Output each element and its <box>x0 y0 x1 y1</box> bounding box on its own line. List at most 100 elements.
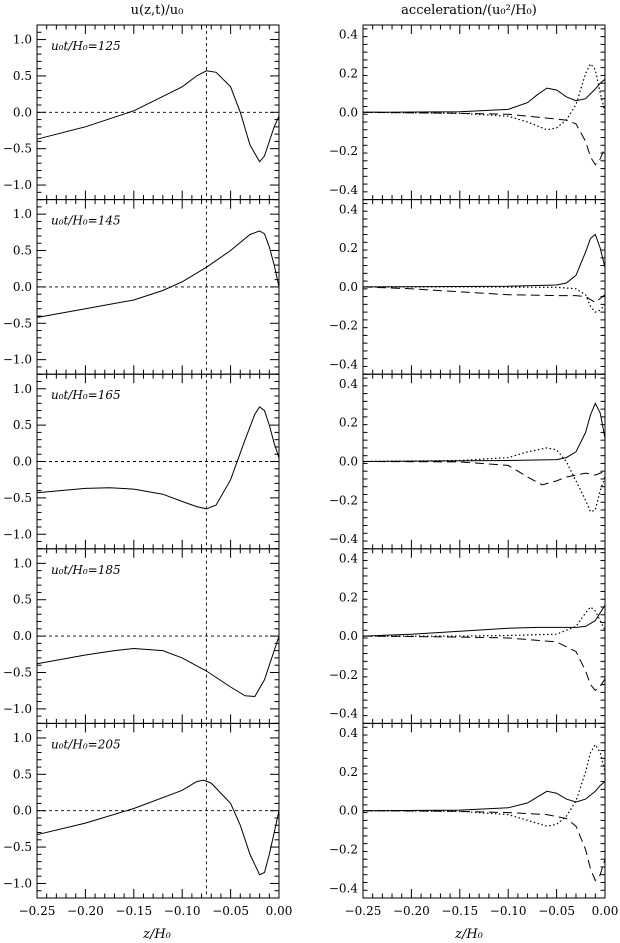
right-x-axis-title: z/H₀ <box>454 927 484 942</box>
y-tick-label: −0.4 <box>329 358 359 372</box>
x-tick-label: −0.10 <box>490 904 527 918</box>
y-tick-label: 0.2 <box>339 416 358 430</box>
y-tick-label: 0.0 <box>339 804 358 818</box>
solid-acceleration-series <box>362 781 606 812</box>
panel-velocity-5: 1.0 0.5 0.0 −0.5 −1.0 u₀t/H₀=205 −0.25 −0.20 −0.… <box>3 722 293 918</box>
panel-acceleration-5: 0.4 0.2 0.0 −0.2 −0.4 −0.25 −0.20 −0.15 −0.10 −0.… <box>329 722 619 918</box>
y-tick-label: −1.0 <box>3 527 32 541</box>
velocity-series <box>36 230 280 318</box>
panel-acceleration-2: 0.4 0.2 0.0 −0.2 −0.4 <box>329 199 606 375</box>
y-tick-label: 1.0 <box>13 207 32 221</box>
y-tick-label: 0.4 <box>339 202 358 216</box>
y-tick-label: 0.4 <box>339 552 358 566</box>
y-tick-label: 0.0 <box>13 804 32 818</box>
dashed-acceleration-series <box>362 461 606 486</box>
y-tick-label: −0.4 <box>329 183 359 197</box>
left-column-title: u(z,t)/u₀ <box>131 3 184 18</box>
y-tick-label: 1.0 <box>13 556 32 570</box>
dashed-acceleration-series <box>362 111 606 166</box>
y-tick-label: 0.5 <box>13 69 32 83</box>
y-tick-label: 0.0 <box>339 455 358 469</box>
x-tick-label: −0.20 <box>393 904 430 918</box>
panel-acceleration-1: 0.4 0.2 0.0 −0.2 −0.4 <box>329 24 606 201</box>
x-tick-label: −0.25 <box>19 904 56 918</box>
y-tick-label: 0.5 <box>13 244 32 258</box>
y-tick-label: 1.0 <box>13 382 32 396</box>
y-tick-label: −0.5 <box>3 665 32 679</box>
panel-label: u₀t/H₀=165 <box>51 388 121 402</box>
y-tick-label: 0.0 <box>339 629 358 643</box>
dotted-acceleration-series <box>362 447 606 513</box>
y-tick-label: −0.5 <box>3 491 32 505</box>
y-tick-label: 0.2 <box>339 765 358 779</box>
left-x-axis-title: z/H₀ <box>142 927 172 942</box>
y-tick-label: 0.0 <box>13 455 32 469</box>
y-tick-label: −0.5 <box>3 142 32 156</box>
y-tick-label: 0.5 <box>13 593 32 607</box>
panel-label: u₀t/H₀=125 <box>51 39 121 53</box>
y-tick-label: −0.4 <box>329 532 359 546</box>
y-tick-label: 0.2 <box>339 67 358 81</box>
y-tick-label: 0.2 <box>339 590 358 604</box>
dotted-acceleration-series <box>362 743 606 827</box>
y-tick-label: 0.4 <box>339 28 358 42</box>
y-tick-label: −0.4 <box>329 707 359 721</box>
dashed-acceleration-series <box>362 635 606 692</box>
y-tick-label: 0.2 <box>339 241 358 255</box>
y-tick-label: 1.0 <box>13 33 32 47</box>
y-tick-label: 0.4 <box>339 726 358 740</box>
y-tick-label: 0.5 <box>13 418 32 432</box>
x-tick-label: −0.20 <box>67 904 104 918</box>
y-tick-label: −0.5 <box>3 316 32 330</box>
y-tick-label: −0.2 <box>329 493 358 507</box>
solid-acceleration-series <box>362 78 606 113</box>
y-tick-label: 0.5 <box>13 767 32 781</box>
x-tick-label: −0.25 <box>345 904 382 918</box>
x-tick-label: −0.15 <box>115 904 152 918</box>
velocity-series <box>36 779 280 876</box>
y-tick-label: −1.0 <box>3 353 32 367</box>
panel-velocity-1: 1.0 0.5 0.0 −0.5 −1.0 u₀t/H₀=125 <box>3 24 280 201</box>
dashed-acceleration-series <box>362 286 606 304</box>
dotted-acceleration-series <box>362 62 606 131</box>
y-tick-label: 0.0 <box>13 629 32 643</box>
dotted-acceleration-series <box>363 286 606 313</box>
solid-acceleration-series <box>362 402 606 462</box>
x-tick-label: 0.00 <box>592 904 619 918</box>
x-tick-label: −0.05 <box>212 904 249 918</box>
velocity-series <box>36 406 280 510</box>
solid-acceleration-series <box>362 604 606 637</box>
panel-acceleration-3: 0.4 0.2 0.0 −0.2 −0.4 <box>329 373 606 550</box>
y-tick-label: −1.0 <box>3 702 32 716</box>
right-column-title: acceleration/(u₀²/H₀) <box>401 3 537 18</box>
y-tick-label: 0.4 <box>339 377 358 391</box>
solid-acceleration-series <box>362 233 606 288</box>
panel-acceleration-4: 0.4 0.2 0.0 −0.2 −0.4 <box>329 548 606 724</box>
panel-label: u₀t/H₀=145 <box>51 214 121 228</box>
y-tick-label: 0.0 <box>13 280 32 294</box>
y-tick-label: 0.0 <box>13 105 32 119</box>
panel-label: u₀t/H₀=185 <box>51 563 121 577</box>
dashed-acceleration-series <box>362 810 606 882</box>
y-tick-label: −1.0 <box>3 876 32 890</box>
x-tick-label: −0.05 <box>538 904 575 918</box>
y-tick-label: −0.2 <box>329 843 358 857</box>
y-tick-label: 0.0 <box>339 280 358 294</box>
panel-label: u₀t/H₀=205 <box>51 737 121 751</box>
y-tick-label: −0.5 <box>3 840 32 854</box>
panel-velocity-2: 1.0 0.5 0.0 −0.5 −1.0 u₀t/H₀=145 <box>3 199 280 375</box>
y-tick-label: −0.2 <box>329 144 358 158</box>
panels-layer: 1.0 0.5 0.0 −0.5 −1.0 u₀t/H₀=125 1.0 0.5 0.0 −0.5… <box>3 24 619 918</box>
x-tick-label: −0.15 <box>441 904 478 918</box>
dotted-acceleration-series <box>363 606 606 637</box>
y-tick-label: −0.4 <box>329 881 359 895</box>
x-tick-label: 0.00 <box>266 904 293 918</box>
velocity-series <box>36 70 280 163</box>
x-tick-label: −0.10 <box>164 904 201 918</box>
y-tick-label: −0.2 <box>329 319 358 333</box>
y-tick-label: −0.2 <box>329 668 358 682</box>
panel-velocity-4: 1.0 0.5 0.0 −0.5 −1.0 u₀t/H₀=185 <box>3 548 280 724</box>
y-tick-label: 1.0 <box>13 731 32 745</box>
panel-velocity-3: 1.0 0.5 0.0 −0.5 −1.0 u₀t/H₀=165 <box>3 373 280 550</box>
